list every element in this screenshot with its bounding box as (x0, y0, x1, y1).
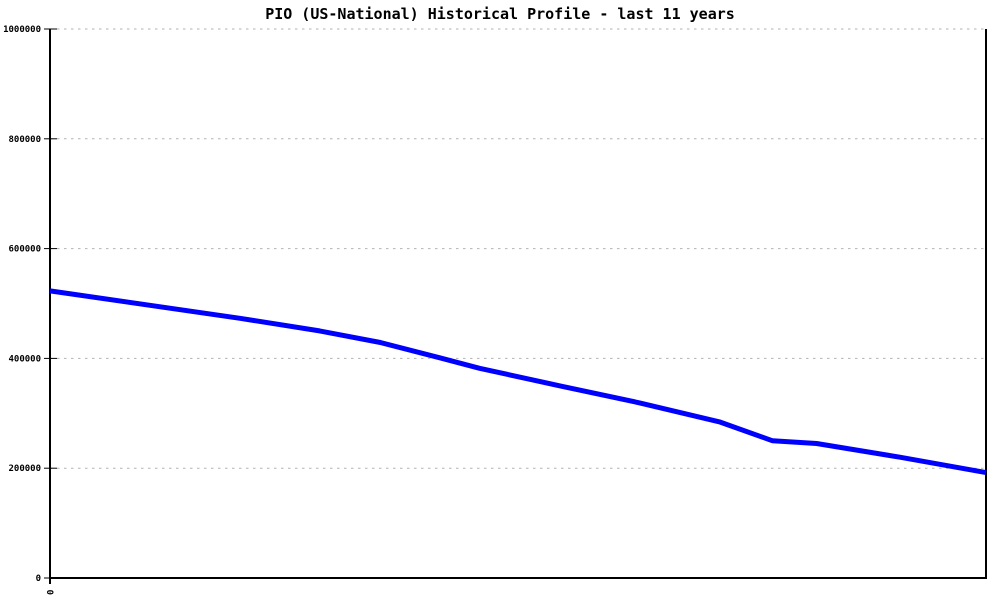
chart-title: PIO (US-National) Historical Profile - l… (265, 5, 735, 23)
y-tick-label: 800000 (8, 135, 41, 145)
y-tick-label: 200000 (8, 464, 41, 474)
y-tick-label: 600000 (8, 245, 41, 255)
x-tick-label: 0 (47, 590, 57, 595)
data-line (49, 288, 987, 476)
y-tick-label: 1000000 (3, 25, 41, 35)
y-tick-label: 0 (36, 574, 41, 584)
y-tick-label: 400000 (8, 354, 41, 364)
